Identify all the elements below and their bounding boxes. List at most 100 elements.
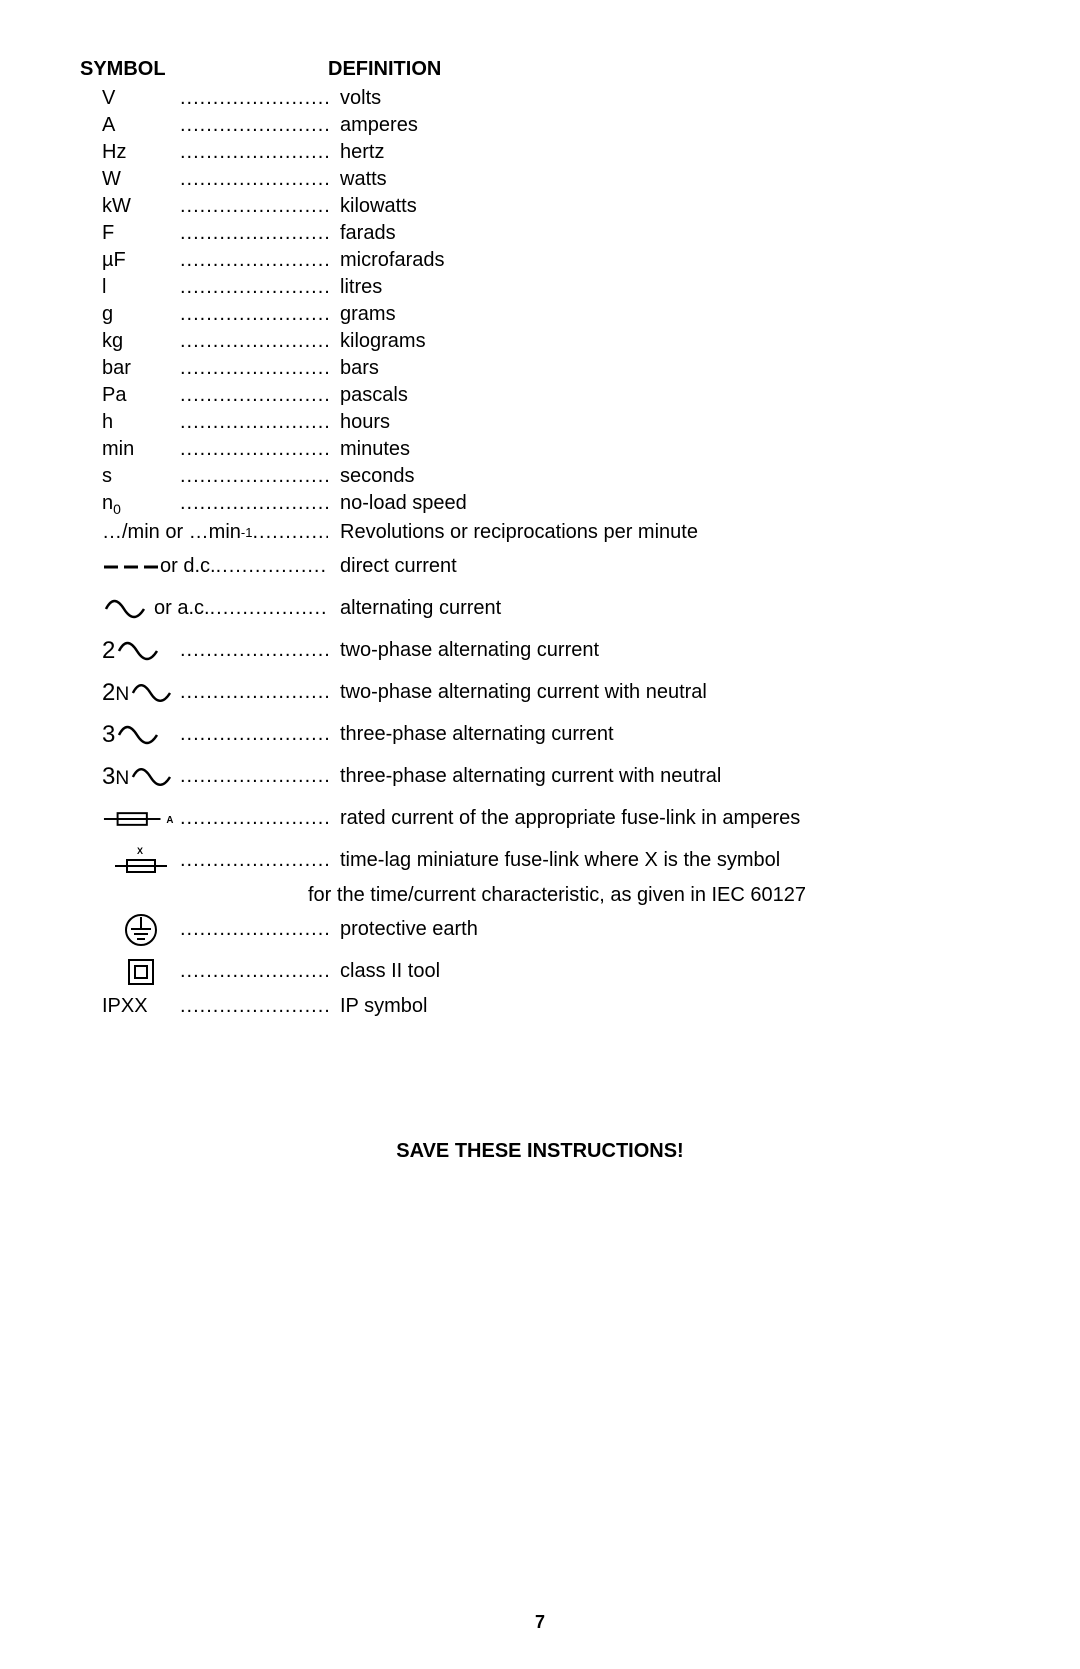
definition-cell: protective earth	[328, 916, 1000, 943]
leader-dots: ........................	[180, 409, 328, 436]
header-definition: DEFINITION	[328, 58, 441, 81]
definition-cell: grams	[328, 301, 1000, 328]
table-row: bar........................bars	[80, 355, 1000, 382]
definition-cell: litres	[328, 274, 1000, 301]
leader-dots: ........................	[180, 355, 328, 382]
definition-cell: volts	[328, 85, 1000, 112]
table-row: s........................seconds	[80, 463, 1000, 490]
leader-dots: ........................	[180, 328, 328, 355]
definition-cell: pascals	[328, 382, 1000, 409]
table-row: W........................watts	[80, 166, 1000, 193]
definition-cell: three-phase alternating current	[328, 721, 1000, 748]
table-row: or a.c..................................…	[80, 588, 1000, 630]
fuse-a-icon: A	[102, 810, 180, 828]
definition-cell: amperes	[328, 112, 1000, 139]
svg-text:X: X	[137, 846, 143, 856]
leader-dots: ........................	[180, 274, 328, 301]
table-row: µF........................microfarads	[80, 247, 1000, 274]
definition-cell: IP symbol	[328, 993, 1000, 1020]
symbol-cell: 2	[80, 635, 180, 667]
table-row: X........................time-lag miniat…	[80, 840, 1000, 882]
leader-dots: ........................	[180, 721, 328, 748]
leader-dots: ........................	[180, 958, 328, 985]
leader-dots: ........................	[180, 847, 328, 874]
symbol-cell: or d.c.	[80, 553, 216, 580]
symbol-cell: A	[80, 112, 180, 139]
symbol-cell: X	[80, 846, 180, 876]
symbol-cell	[80, 957, 180, 987]
symbol-cell: …/min or …min-1	[80, 519, 252, 546]
table-row: F........................farads	[80, 220, 1000, 247]
leader-dots: ........................	[180, 220, 328, 247]
symbol-cell: or a.c.	[80, 595, 210, 623]
leader-dots: ........................	[180, 916, 328, 943]
definition-cell: watts	[328, 166, 1000, 193]
definition-cell: microfarads	[328, 247, 1000, 274]
sine-icon	[102, 595, 154, 623]
symbol-cell: kg	[80, 328, 180, 355]
table-row: V........................volts	[80, 85, 1000, 112]
definition-cell: rated current of the appropriate fuse-li…	[328, 805, 1000, 832]
definition-cell: bars	[328, 355, 1000, 382]
leader-dots: ........................	[180, 193, 328, 220]
leader-dots: ........................	[180, 463, 328, 490]
leader-dots: .................................	[210, 595, 328, 622]
symbol-cell: s	[80, 463, 180, 490]
symbol-cell: 3N	[80, 761, 180, 793]
definition-continuation: for the time/current characteristic, as …	[80, 882, 1000, 909]
table-row: Hz........................hertz	[80, 139, 1000, 166]
table-row: min........................minutes	[80, 436, 1000, 463]
definition-cell: direct current	[328, 553, 1000, 580]
symbol-cell: V	[80, 85, 180, 112]
symbol-cell: 3	[80, 719, 180, 751]
earth-icon	[123, 912, 159, 948]
sine-icon	[129, 763, 180, 791]
table-row: 2 ........................two-phase alte…	[80, 630, 1000, 672]
leader-dots: ........................	[180, 490, 328, 517]
definition-cell: Revolutions or reciprocations per minute	[328, 519, 1000, 546]
document-page: SYMBOL DEFINITION V.....................…	[0, 0, 1080, 1669]
table-header-row: SYMBOL DEFINITION	[80, 58, 1000, 81]
symbol-cell	[80, 912, 180, 948]
symbol-cell: IPXX	[80, 993, 180, 1020]
sine-icon	[115, 637, 167, 665]
table-row: g........................grams	[80, 301, 1000, 328]
definition-cell: seconds	[328, 463, 1000, 490]
table-row: kW........................kilowatts	[80, 193, 1000, 220]
definition-cell: minutes	[328, 436, 1000, 463]
symbol-cell: Hz	[80, 139, 180, 166]
symbol-cell: F	[80, 220, 180, 247]
fuse-x-icon: X	[111, 846, 171, 876]
definition-cell: three-phase alternating current with neu…	[328, 763, 1000, 790]
table-row: A........................rated current o…	[80, 798, 1000, 840]
definition-cell: kilowatts	[328, 193, 1000, 220]
symbol-cell: h	[80, 409, 180, 436]
symbol-cell: W	[80, 166, 180, 193]
table-row: A........................amperes	[80, 112, 1000, 139]
definition-cell: hours	[328, 409, 1000, 436]
symbol-cell: g	[80, 301, 180, 328]
leader-dots: ........................	[180, 763, 328, 790]
leader-dots: ........................	[180, 805, 328, 832]
table-row: IPXX........................IP symbol	[80, 993, 1000, 1020]
symbol-cell: bar	[80, 355, 180, 382]
leader-dots: ........................	[180, 436, 328, 463]
sine-icon	[129, 679, 180, 707]
page-number: 7	[0, 1612, 1080, 1633]
leader-dots: ........................	[180, 247, 328, 274]
header-symbol: SYMBOL	[80, 58, 328, 81]
leader-dots: ........................	[180, 139, 328, 166]
leader-dots: ........................	[180, 301, 328, 328]
symbol-cell: 2N	[80, 677, 180, 709]
table-row: …/min or …min-1.........................…	[80, 519, 1000, 546]
symbol-cell: min	[80, 436, 180, 463]
dc-dashes-icon	[102, 562, 160, 572]
symbol-cell: µF	[80, 247, 180, 274]
table-row: ........................protective earth	[80, 909, 1000, 951]
leader-dots: ........................	[180, 382, 328, 409]
definition-list: V........................voltsA.........…	[80, 85, 1000, 1020]
definition-cell: class II tool	[328, 958, 1000, 985]
definition-cell: no-load speed	[328, 490, 1000, 517]
table-row: 2N ........................two-phase alt…	[80, 672, 1000, 714]
definition-cell: time-lag miniature fuse-link where X is …	[328, 847, 1000, 874]
